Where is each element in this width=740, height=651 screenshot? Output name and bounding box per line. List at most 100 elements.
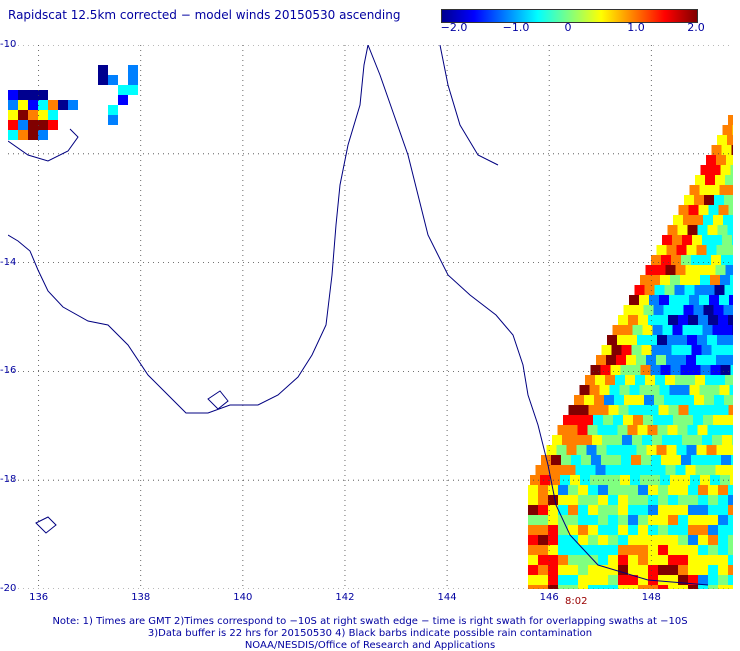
wind-cell xyxy=(608,555,618,565)
wind-cell xyxy=(704,195,714,205)
latitude-label: -16 xyxy=(0,365,17,377)
wind-cell xyxy=(638,505,648,515)
footer-note-line-1: Note: 1) Times are GMT 2)Times correspon… xyxy=(52,616,688,627)
wind-cell xyxy=(730,475,733,485)
wind-cell xyxy=(571,455,581,465)
latitude-label: -14 xyxy=(0,256,17,268)
wind-cell xyxy=(698,205,709,215)
wind-cell xyxy=(638,315,648,325)
wind-cell xyxy=(639,385,650,395)
wind-cell xyxy=(558,485,568,495)
wind-cell xyxy=(728,515,733,525)
wind-cell xyxy=(726,355,733,365)
wind-cell xyxy=(598,495,608,505)
wind-cell xyxy=(727,335,733,345)
color-scale-bar xyxy=(441,9,698,23)
wind-cell xyxy=(698,555,708,565)
wind-cell xyxy=(628,315,638,325)
wind-cell xyxy=(692,435,702,445)
wind-cell xyxy=(689,295,699,305)
wind-cell xyxy=(528,485,538,495)
color-scale-tick: 1.0 xyxy=(627,21,645,34)
wind-cell xyxy=(710,165,721,175)
wind-cell xyxy=(655,265,666,275)
wind-cell xyxy=(712,235,722,245)
wind-cell xyxy=(538,495,548,505)
wind-cell xyxy=(606,445,617,455)
wind-cell xyxy=(598,405,609,415)
wind-cell xyxy=(706,355,716,365)
wind-cell xyxy=(630,365,641,375)
wind-cell xyxy=(716,155,726,165)
wind-cell xyxy=(588,575,598,585)
wind-cell xyxy=(638,555,648,565)
wind-cell xyxy=(118,85,128,95)
wind-cell xyxy=(725,175,733,185)
wind-cell xyxy=(567,425,578,435)
wind-cell xyxy=(643,305,654,315)
wind-cell xyxy=(690,275,700,285)
wind-cell xyxy=(709,385,720,395)
wind-cell xyxy=(548,585,558,589)
wind-cell xyxy=(678,515,688,525)
wind-cell xyxy=(624,395,634,405)
wind-cell xyxy=(669,295,679,305)
wind-cell xyxy=(650,475,660,485)
data-swath-west xyxy=(8,65,138,140)
wind-cell xyxy=(598,485,608,495)
wind-cell xyxy=(608,495,618,505)
wind-cell xyxy=(611,345,622,355)
wind-cell xyxy=(541,455,551,465)
wind-cell xyxy=(706,445,717,455)
wind-cell xyxy=(58,100,68,110)
wind-cell xyxy=(688,535,698,545)
wind-cell xyxy=(548,515,558,525)
wind-cell xyxy=(685,375,695,385)
wind-cell xyxy=(8,120,18,130)
wind-cell xyxy=(648,495,658,505)
wind-cell xyxy=(708,485,718,495)
wind-cell xyxy=(672,235,682,245)
wind-cell xyxy=(714,285,725,295)
wind-cell xyxy=(653,415,663,425)
wind-cell xyxy=(648,515,658,525)
wind-cell xyxy=(693,305,704,315)
wind-cell xyxy=(712,435,722,445)
wind-cell xyxy=(648,535,658,545)
wind-cell xyxy=(557,425,568,435)
wind-cell xyxy=(608,515,618,525)
wind-cell xyxy=(578,535,588,545)
wind-cell xyxy=(545,465,556,475)
wind-cell xyxy=(568,545,578,555)
wind-cell xyxy=(728,585,733,589)
wind-cell xyxy=(628,515,638,525)
wind-cell xyxy=(578,515,588,525)
wind-cell xyxy=(731,345,733,355)
wind-cell xyxy=(618,485,628,495)
wind-cell xyxy=(578,405,589,415)
wind-cell xyxy=(621,345,632,355)
wind-cell xyxy=(568,575,578,585)
wind-cell xyxy=(608,545,618,555)
wind-cell xyxy=(677,425,688,435)
wind-cell xyxy=(625,465,636,475)
wind-cell xyxy=(724,285,733,295)
wind-cell xyxy=(718,545,728,555)
wind-cell xyxy=(688,515,698,525)
wind-cell xyxy=(660,365,671,375)
wind-cell xyxy=(638,525,648,535)
wind-cell xyxy=(665,465,676,475)
wind-cell xyxy=(644,395,654,405)
wind-cell xyxy=(538,525,548,535)
wind-cell xyxy=(728,575,733,585)
wind-cell xyxy=(573,415,583,425)
wind-cell xyxy=(648,585,658,589)
gulf-coastline xyxy=(8,45,369,414)
wind-cell xyxy=(708,575,718,585)
wind-cell xyxy=(618,405,629,415)
wind-cell xyxy=(18,110,28,120)
wind-cell xyxy=(582,435,592,445)
wind-cell xyxy=(730,365,733,375)
wind-cell xyxy=(634,285,645,295)
wind-cell xyxy=(660,275,670,285)
